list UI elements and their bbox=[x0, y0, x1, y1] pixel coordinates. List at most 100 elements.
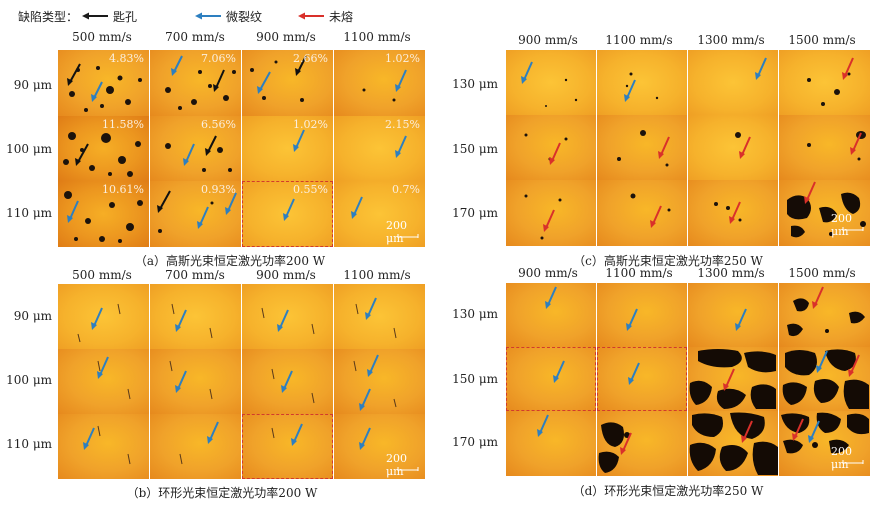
micrograph-tile bbox=[58, 349, 149, 414]
panel-a-spacing-2: 100 μm bbox=[6, 142, 52, 156]
panel-c-micrograph-grid: 200 μm bbox=[506, 50, 870, 246]
micrograph-tile-highlighted: 0.55% bbox=[242, 181, 333, 247]
micrograph-tile bbox=[779, 347, 870, 411]
micrograph-tile: 0.7% 200 μm bbox=[334, 181, 425, 247]
micrograph-tile bbox=[688, 347, 778, 411]
scale-bar-label: 200 μm bbox=[386, 219, 407, 245]
micrograph-tile bbox=[688, 283, 778, 347]
panel-c-spacing-2: 150 μm bbox=[452, 142, 498, 156]
micrograph-tile: 0.93% bbox=[150, 181, 241, 247]
panel-d-spacing-1: 130 μm bbox=[452, 307, 498, 321]
micrograph-tile bbox=[597, 50, 687, 115]
panel-c-speed-4: 1500 mm/s bbox=[788, 33, 856, 47]
panel-c-speed-3: 1300 mm/s bbox=[697, 33, 765, 47]
porosity-value: 2.66% bbox=[293, 52, 328, 65]
porosity-value: 10.61% bbox=[102, 183, 144, 196]
porosity-value: 0.93% bbox=[201, 183, 236, 196]
panel-d-caption: （d）环形光束恒定激光功率250 W bbox=[572, 484, 764, 498]
micrograph-tile bbox=[506, 180, 596, 246]
micrograph-tile: 7.06% bbox=[150, 50, 241, 116]
micrograph-tile: 1.02% bbox=[334, 50, 425, 116]
panel-a-speed-4: 1100 mm/s bbox=[343, 30, 411, 44]
scale-bar-label: 200 μm bbox=[831, 212, 852, 238]
micrograph-tile: 200 μm bbox=[779, 180, 870, 246]
micrograph-tile-highlighted bbox=[597, 347, 687, 411]
panel-a-speed-2: 700 mm/s bbox=[165, 30, 225, 44]
micrograph-tile-highlighted bbox=[506, 347, 596, 411]
micrograph-tile bbox=[688, 115, 778, 180]
panel-b-speed-1: 500 mm/s bbox=[72, 268, 132, 282]
panel-b-micrograph-grid: 200 μm bbox=[58, 284, 425, 479]
panel-c-spacing-1: 130 μm bbox=[452, 77, 498, 91]
panel-a-spacing-3: 110 μm bbox=[6, 206, 52, 220]
micrograph-tile bbox=[334, 284, 425, 349]
micrograph-tile bbox=[597, 115, 687, 180]
red-arrow-icon bbox=[298, 12, 325, 20]
legend-label: 缺陷类型： bbox=[18, 9, 79, 24]
micrograph-tile: 6.56% bbox=[150, 116, 241, 181]
defect-legend: 缺陷类型： 匙孔 微裂纹 未熔 bbox=[18, 6, 363, 26]
porosity-value: 7.06% bbox=[201, 52, 236, 65]
panel-d-speed-1: 900 mm/s bbox=[518, 266, 578, 280]
micrograph-tile: 11.58% bbox=[58, 116, 149, 181]
panel-c-speed-2: 1100 mm/s bbox=[605, 33, 673, 47]
micrograph-tile bbox=[58, 414, 149, 479]
micrograph-tile bbox=[506, 283, 596, 347]
porosity-value: 4.83% bbox=[109, 52, 144, 65]
micrograph-tile bbox=[597, 411, 687, 476]
porosity-value: 1.02% bbox=[293, 118, 328, 131]
micrograph-tile: 1.02% bbox=[242, 116, 333, 181]
micrograph-tile bbox=[334, 349, 425, 414]
micrograph-tile bbox=[506, 115, 596, 180]
legend-keyhole-label: 匙孔 bbox=[113, 9, 138, 24]
micrograph-tile bbox=[506, 50, 596, 115]
panel-d-spacing-3: 170 μm bbox=[452, 435, 498, 449]
micrograph-tile: 2.66% bbox=[242, 50, 333, 116]
micrograph-tile bbox=[150, 414, 241, 479]
porosity-value: 11.58% bbox=[102, 118, 144, 131]
panel-b-speed-3: 900 mm/s bbox=[256, 268, 316, 282]
micrograph-tile bbox=[150, 284, 241, 349]
porosity-value: 0.7% bbox=[392, 183, 420, 196]
micrograph-tile bbox=[597, 283, 687, 347]
panel-a-speed-1: 500 mm/s bbox=[72, 30, 132, 44]
panel-b-spacing-2: 100 μm bbox=[6, 373, 52, 387]
legend-item-keyhole: 匙孔 bbox=[78, 8, 137, 25]
porosity-value: 6.56% bbox=[201, 118, 236, 131]
panel-d-micrograph-grid: 200 μm bbox=[506, 283, 870, 476]
scale-bar-label: 200 μm bbox=[831, 445, 852, 471]
legend-item-microcrack: 微裂纹 bbox=[191, 8, 262, 25]
panel-c-caption: （c）高斯光束恒定激光功率250 W bbox=[573, 254, 763, 268]
micrograph-tile bbox=[58, 284, 149, 349]
micrograph-tile: 200 μm bbox=[779, 411, 870, 476]
micrograph-tile bbox=[597, 180, 687, 246]
micrograph-tile bbox=[242, 284, 333, 349]
panel-b-speed-2: 700 mm/s bbox=[165, 268, 225, 282]
scale-bar-label: 200 μm bbox=[386, 452, 407, 478]
micrograph-tile bbox=[506, 411, 596, 476]
micrograph-tile bbox=[688, 180, 778, 246]
legend-unmelted-label: 未熔 bbox=[329, 9, 354, 24]
panel-d-speed-2: 1100 mm/s bbox=[605, 266, 673, 280]
micrograph-tile: 2.15% bbox=[334, 116, 425, 181]
black-arrow-icon bbox=[82, 12, 109, 20]
micrograph-tile bbox=[688, 50, 778, 115]
legend-item-unmelted: 未熔 bbox=[294, 8, 353, 25]
panel-b-caption: （b）环形光束恒定激光功率200 W bbox=[126, 486, 318, 500]
panel-a-speed-3: 900 mm/s bbox=[256, 30, 316, 44]
micrograph-tile bbox=[779, 115, 870, 180]
panel-a-caption: （a）高斯光束恒定激光功率200 W bbox=[134, 254, 326, 268]
panel-b-spacing-3: 110 μm bbox=[6, 437, 52, 451]
micrograph-tile: 200 μm bbox=[334, 414, 425, 479]
panel-b-speed-4: 1100 mm/s bbox=[343, 268, 411, 282]
panel-b-spacing-1: 90 μm bbox=[13, 309, 52, 323]
panel-d-speed-4: 1500 mm/s bbox=[788, 266, 856, 280]
micrograph-tile bbox=[242, 349, 333, 414]
porosity-value: 1.02% bbox=[385, 52, 420, 65]
blue-arrow-icon bbox=[195, 12, 222, 20]
panel-d-speed-3: 1300 mm/s bbox=[697, 266, 765, 280]
micrograph-tile bbox=[150, 349, 241, 414]
micrograph-tile: 10.61% bbox=[58, 181, 149, 247]
micrograph-tile: 4.83% bbox=[58, 50, 149, 116]
micrograph-tile bbox=[688, 411, 778, 476]
